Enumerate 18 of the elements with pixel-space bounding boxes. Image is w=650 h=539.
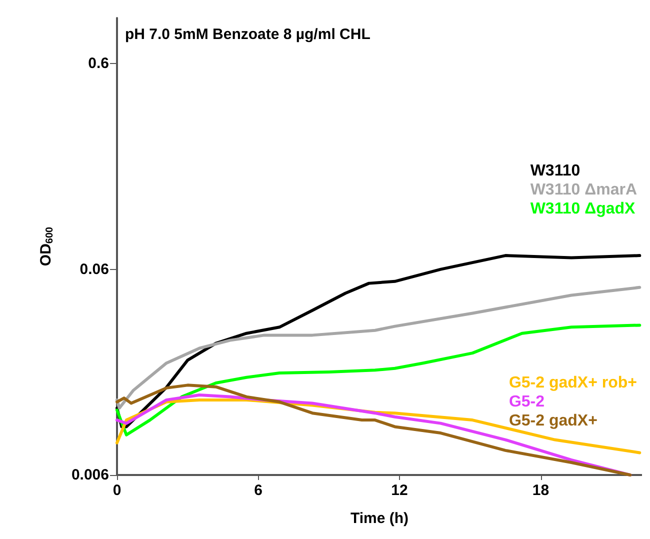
series-label: G5-2 gadX+ [508, 412, 598, 430]
line-series [116, 286, 642, 410]
y-tick-label: 0.006 [71, 466, 109, 484]
text: G5-2 gadX+ rob+ [508, 374, 638, 392]
x-axis-title: Time (h) [350, 510, 409, 527]
x-tick-label: 6 [254, 482, 262, 499]
text: W3110 [530, 162, 580, 180]
y-tick-label: 0.06 [80, 260, 109, 278]
series-label: G5-2 [508, 394, 545, 410]
x-tick-label: 12 [391, 482, 408, 499]
text: W3110 ΔmarA [530, 182, 638, 198]
x-tick-label: 18 [532, 482, 550, 499]
y-tick-label: 0.6 [88, 55, 109, 72]
x-tick-label: 0 [112, 482, 122, 499]
line-series [116, 324, 642, 436]
text: pH 7.0 5mM Benzoate 8 µg/ml CHL [125, 26, 370, 43]
y-axis-title: OD600 [38, 226, 56, 266]
text: W3110 ΔgadX [530, 200, 636, 218]
